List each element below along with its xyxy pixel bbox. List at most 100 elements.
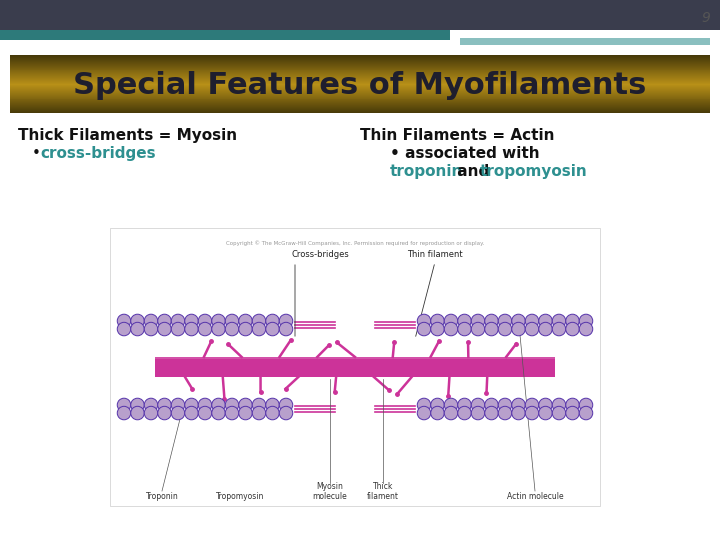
Bar [10,62,710,63]
Circle shape [485,406,498,420]
Circle shape [580,322,593,336]
Bar [10,91,710,92]
Circle shape [552,406,566,420]
Bar [155,357,555,377]
Bar [10,99,710,101]
Bar [10,103,710,104]
Bar [10,111,710,112]
Bar [10,106,710,107]
Circle shape [552,398,566,411]
Bar [10,100,710,102]
Bar [10,57,710,58]
Bar [10,61,710,62]
Circle shape [266,314,279,328]
Circle shape [144,398,158,411]
Circle shape [212,398,225,411]
Text: • associated with: • associated with [390,146,539,161]
Circle shape [418,314,431,328]
Bar [10,82,710,84]
Text: Thick
filament: Thick filament [367,482,399,501]
Circle shape [498,398,512,411]
Bar [460,38,710,45]
Bar [155,368,555,370]
Circle shape [252,322,266,336]
Bar [155,371,555,374]
Bar [155,365,555,368]
Bar [155,362,555,364]
Circle shape [418,322,431,336]
Circle shape [566,406,580,420]
Circle shape [198,314,212,328]
Circle shape [144,406,158,420]
Circle shape [512,314,526,328]
Circle shape [566,398,580,411]
Circle shape [566,322,580,336]
Circle shape [444,322,458,336]
Bar [155,374,555,376]
Circle shape [458,314,472,328]
Circle shape [212,322,225,336]
Bar [10,58,710,59]
Circle shape [498,406,512,420]
Circle shape [431,314,444,328]
Bar [10,72,710,74]
Circle shape [279,314,293,328]
Circle shape [117,322,131,336]
Circle shape [526,314,539,328]
Bar [10,107,710,109]
Bar [10,93,710,94]
Circle shape [472,314,485,328]
Circle shape [185,406,198,420]
Bar [10,77,710,79]
Bar [10,90,710,91]
Bar [10,76,710,78]
Bar [10,71,710,73]
Circle shape [225,314,239,328]
Bar [10,88,710,89]
Circle shape [552,314,566,328]
Text: Special Features of Myofilaments: Special Features of Myofilaments [73,71,647,100]
Bar [0,0,720,30]
Circle shape [526,322,539,336]
Circle shape [212,406,225,420]
Circle shape [171,314,185,328]
Circle shape [225,322,239,336]
Bar [10,56,710,57]
Bar [10,55,710,57]
Circle shape [158,398,171,411]
Text: 9: 9 [701,11,710,25]
Bar [10,63,710,64]
Circle shape [458,322,472,336]
Text: Thin Filaments = Actin: Thin Filaments = Actin [360,128,554,143]
Circle shape [158,406,171,420]
Bar [0,30,450,40]
Bar [10,81,710,83]
Bar [110,228,600,506]
Bar [10,79,710,80]
Bar [10,64,710,65]
Bar [10,96,710,97]
Bar [10,70,710,72]
Bar [10,80,710,82]
Circle shape [279,406,293,420]
Circle shape [266,406,279,420]
Circle shape [418,398,431,411]
Bar [10,103,710,105]
Circle shape [444,406,458,420]
Circle shape [252,398,266,411]
Bar [10,75,710,77]
Circle shape [225,406,239,420]
Circle shape [198,322,212,336]
Circle shape [485,322,498,336]
Bar [10,65,710,66]
Circle shape [431,322,444,336]
Circle shape [171,398,185,411]
Circle shape [266,398,279,411]
Circle shape [185,322,198,336]
Circle shape [472,322,485,336]
Circle shape [512,322,526,336]
Text: tropomyosin: tropomyosin [480,164,588,179]
Circle shape [171,406,185,420]
Bar [10,68,710,69]
Text: •: • [32,146,46,161]
